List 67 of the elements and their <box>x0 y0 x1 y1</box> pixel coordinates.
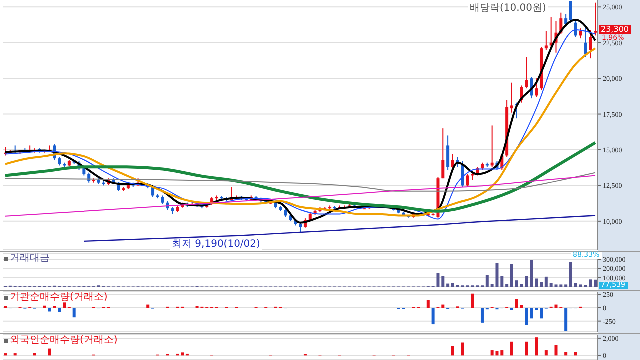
chart-title: 거래대금 <box>10 253 50 264</box>
candlestick <box>544 30 548 50</box>
candlestick <box>564 14 568 28</box>
bar <box>72 308 76 318</box>
candlestick <box>584 25 588 58</box>
bar <box>520 305 524 308</box>
bar <box>432 308 435 325</box>
bar <box>525 308 528 326</box>
bar <box>569 262 572 287</box>
annotation: 배당락(10.00원) <box>468 3 548 14</box>
bar <box>515 299 518 308</box>
candlestick <box>442 128 445 180</box>
bar <box>486 275 489 287</box>
bar <box>564 352 568 356</box>
bar <box>525 342 528 356</box>
bar <box>500 276 504 287</box>
bar <box>500 350 504 356</box>
candlestick <box>446 135 450 170</box>
line-series <box>4 141 598 213</box>
bar <box>530 260 534 287</box>
bar <box>181 352 184 356</box>
chart-title: 기관순매수량(거래소) <box>10 292 108 303</box>
bar <box>506 284 509 287</box>
bar <box>442 304 445 308</box>
bar <box>530 308 534 319</box>
bar <box>471 294 474 308</box>
bar <box>515 280 518 287</box>
bar <box>564 308 568 332</box>
bar <box>451 283 454 287</box>
bar <box>554 345 558 356</box>
bar <box>589 280 592 287</box>
bar <box>544 276 548 287</box>
bar <box>146 304 150 308</box>
bar <box>451 346 454 356</box>
candlestick <box>579 28 582 40</box>
line-series <box>4 175 596 217</box>
bar <box>574 283 578 287</box>
bar <box>58 308 62 312</box>
bar <box>34 353 37 356</box>
chart-title: 외국인순매수량(거래소) <box>10 335 118 346</box>
bar <box>510 264 514 287</box>
candlestick <box>574 20 578 38</box>
text: 23,300 <box>599 25 631 34</box>
candlestick <box>594 2 598 36</box>
candlestick <box>589 30 592 60</box>
bar <box>544 350 548 356</box>
bar <box>426 300 430 308</box>
bar <box>63 302 66 308</box>
candlestick <box>510 82 514 114</box>
bar <box>48 308 52 312</box>
bar <box>48 348 52 356</box>
line-series <box>4 172 596 192</box>
bar <box>535 338 538 356</box>
bar <box>461 342 464 356</box>
candlestick <box>525 56 528 90</box>
bar <box>594 280 598 287</box>
bar <box>510 342 514 356</box>
bar <box>446 284 450 287</box>
annotation: 최저 9,190(10/02) <box>170 239 262 250</box>
bar <box>540 308 543 319</box>
bar <box>574 352 578 356</box>
bar <box>480 308 484 323</box>
bar <box>535 278 538 287</box>
bar <box>540 282 543 287</box>
bar <box>442 276 445 287</box>
candlestick <box>535 78 538 98</box>
candlestick <box>466 174 470 188</box>
